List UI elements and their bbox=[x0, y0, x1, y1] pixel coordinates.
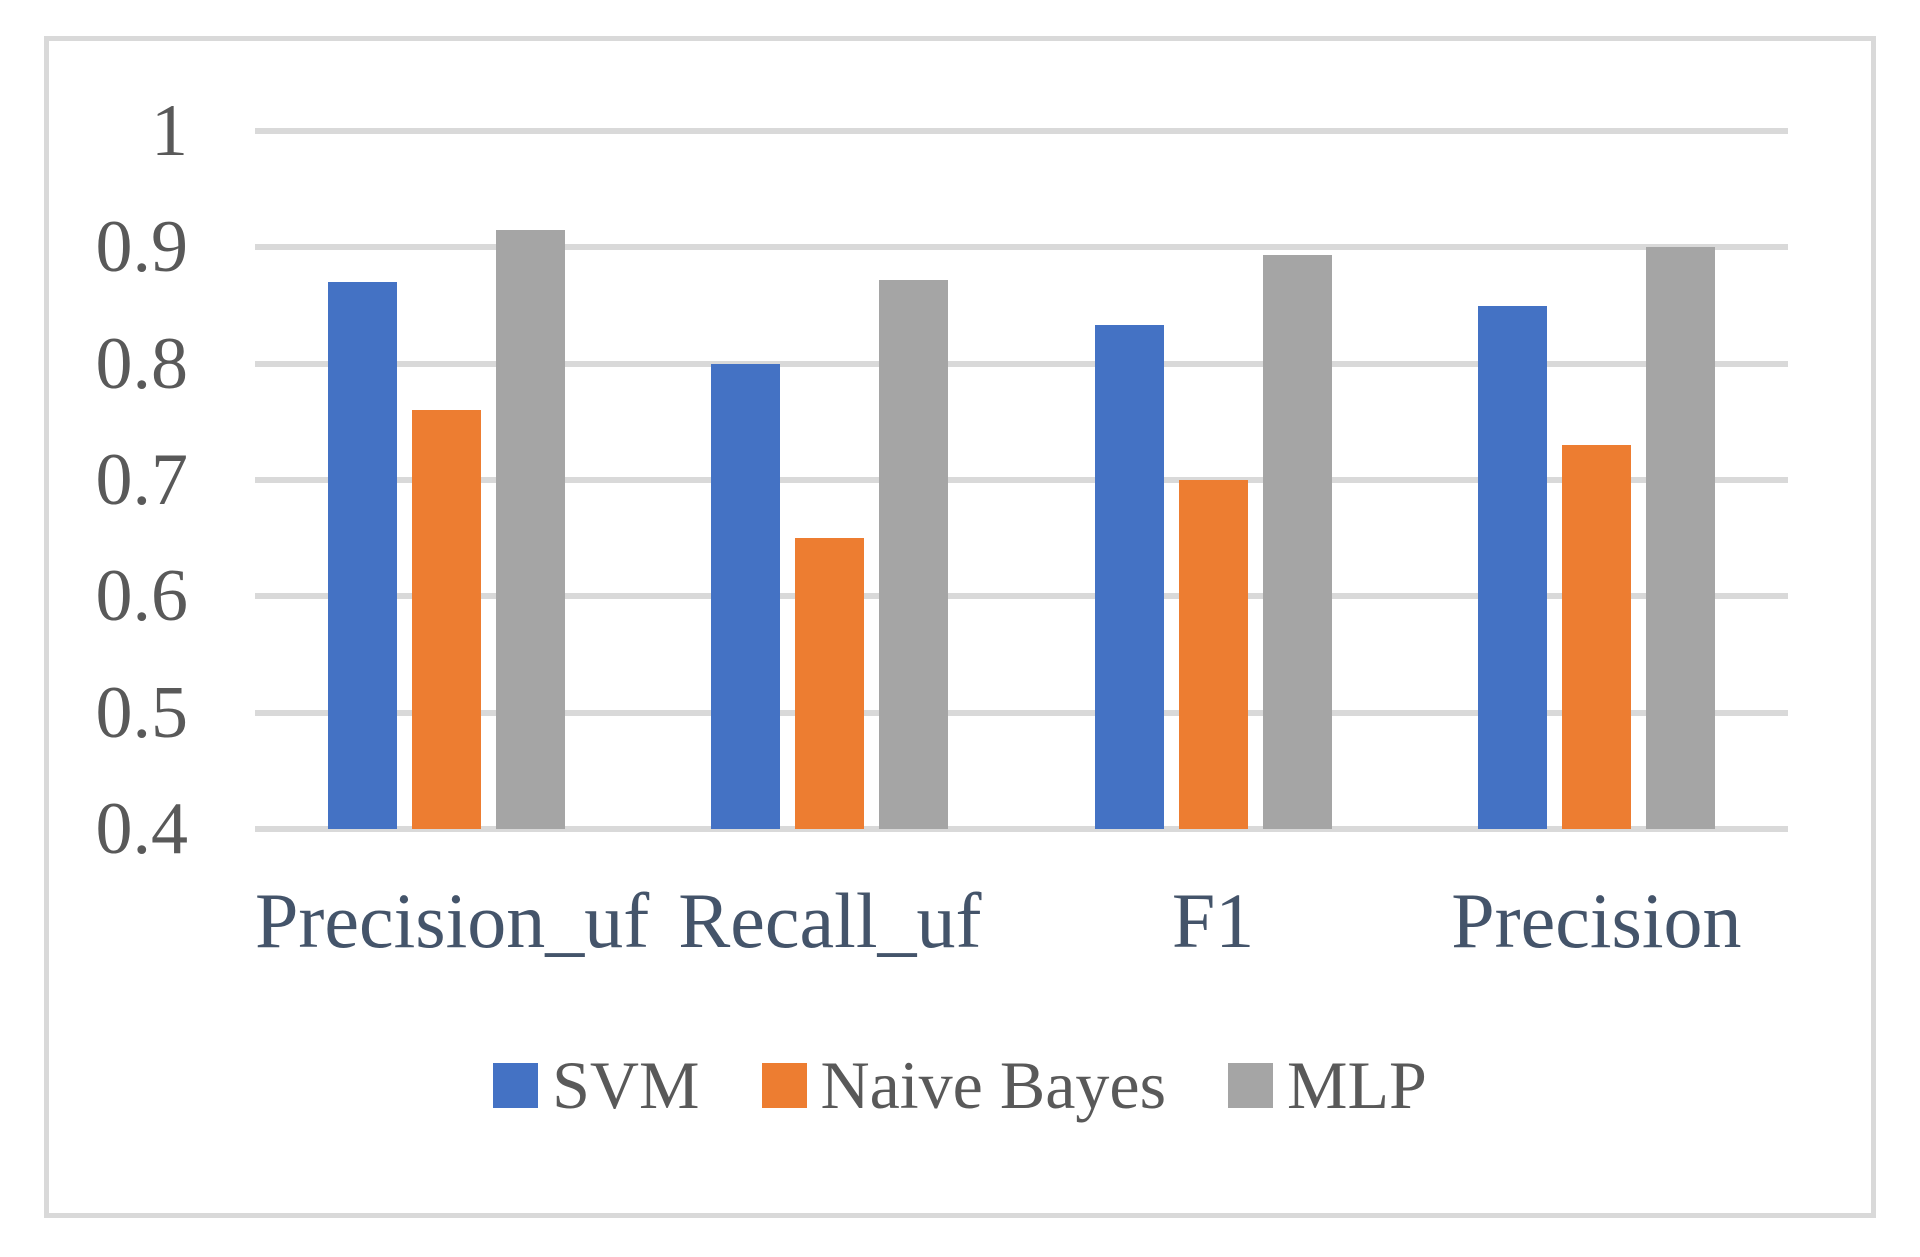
y-axis-tick-label: 0.9 bbox=[95, 206, 189, 289]
gridline bbox=[255, 128, 1788, 134]
bar-svm-recall-uf bbox=[711, 363, 781, 829]
bar-mlp-recall-uf bbox=[879, 279, 949, 829]
y-axis-tick-label: 0.5 bbox=[95, 671, 189, 754]
legend-label: Naive Bayes bbox=[820, 1047, 1167, 1123]
gridline bbox=[255, 826, 1788, 832]
bar-naive-bayes-f1 bbox=[1178, 480, 1248, 829]
legend-swatch-mlp bbox=[1228, 1062, 1274, 1108]
legend-item-naive-bayes: Naive Bayes bbox=[761, 1047, 1167, 1123]
bar-svm-f1 bbox=[1094, 325, 1164, 829]
legend-item-mlp: MLP bbox=[1228, 1048, 1427, 1123]
gridline bbox=[255, 244, 1788, 251]
legend-swatch-naive-bayes bbox=[761, 1062, 807, 1108]
bar-naive-bayes-recall-uf bbox=[795, 538, 865, 829]
bar-svm-precision-uf bbox=[328, 282, 398, 829]
bar-mlp-f1 bbox=[1262, 255, 1332, 829]
gridline bbox=[255, 709, 1788, 716]
gridline bbox=[255, 477, 1788, 483]
x-axis-category-label: Precision_uf bbox=[255, 877, 650, 964]
legend-label: SVM bbox=[552, 1047, 700, 1123]
x-axis-category-label: Recall_uf bbox=[678, 877, 982, 964]
bar-naive-bayes-precision bbox=[1561, 445, 1631, 829]
y-axis-tick-label: 0.6 bbox=[95, 555, 189, 638]
chart-legend: SVM Naive Bayes MLP bbox=[0, 1048, 1920, 1123]
legend-swatch-svm bbox=[493, 1062, 539, 1108]
x-axis-category-label: F1 bbox=[1171, 877, 1255, 964]
y-axis-tick-label: 0.8 bbox=[95, 322, 189, 405]
bar-mlp-precision-uf bbox=[496, 229, 566, 829]
legend-label: MLP bbox=[1287, 1047, 1427, 1123]
y-axis-tick-label: 0.7 bbox=[95, 439, 189, 521]
legend-item-svm: SVM bbox=[493, 1047, 700, 1123]
bar-naive-bayes-precision-uf bbox=[412, 410, 482, 829]
bar-mlp-precision bbox=[1645, 247, 1715, 829]
x-axis-category-label: Precision bbox=[1451, 877, 1742, 964]
gridline bbox=[255, 593, 1788, 600]
y-axis-tick-label: 1 bbox=[151, 90, 188, 172]
y-axis-tick-label: 0.4 bbox=[95, 788, 189, 870]
gridline bbox=[255, 360, 1788, 367]
bar-svm-precision bbox=[1477, 305, 1547, 829]
